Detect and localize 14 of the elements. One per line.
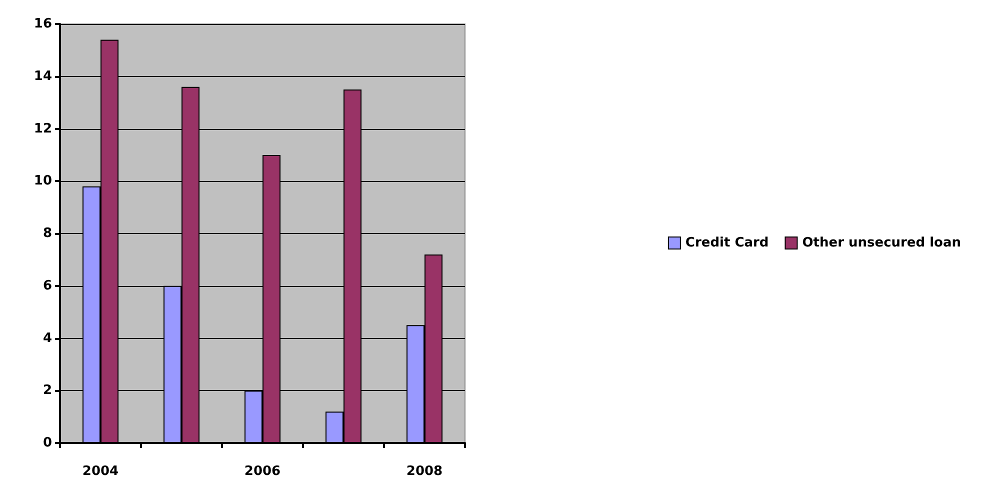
x-tick-label: 2004 <box>82 464 119 479</box>
y-tick-label: 16 <box>34 16 52 32</box>
y-tick-label: 8 <box>42 226 52 241</box>
y-tick-label: 12 <box>34 121 52 136</box>
y-tick-label: 4 <box>42 330 52 346</box>
x-tick-label: 2006 <box>244 464 281 479</box>
x-tick-label: 2008 <box>406 464 443 479</box>
y-tick-label: 6 <box>42 278 52 294</box>
legend-label: Other unsecured loan <box>802 236 962 250</box>
y-tick-label: 0 <box>42 436 52 450</box>
y-tick-label: 10 <box>34 174 52 189</box>
legend-label: Credit Card <box>685 236 769 250</box>
y-tick-label: 2 <box>42 383 52 398</box>
y-tick-label: 14 <box>34 68 52 84</box>
